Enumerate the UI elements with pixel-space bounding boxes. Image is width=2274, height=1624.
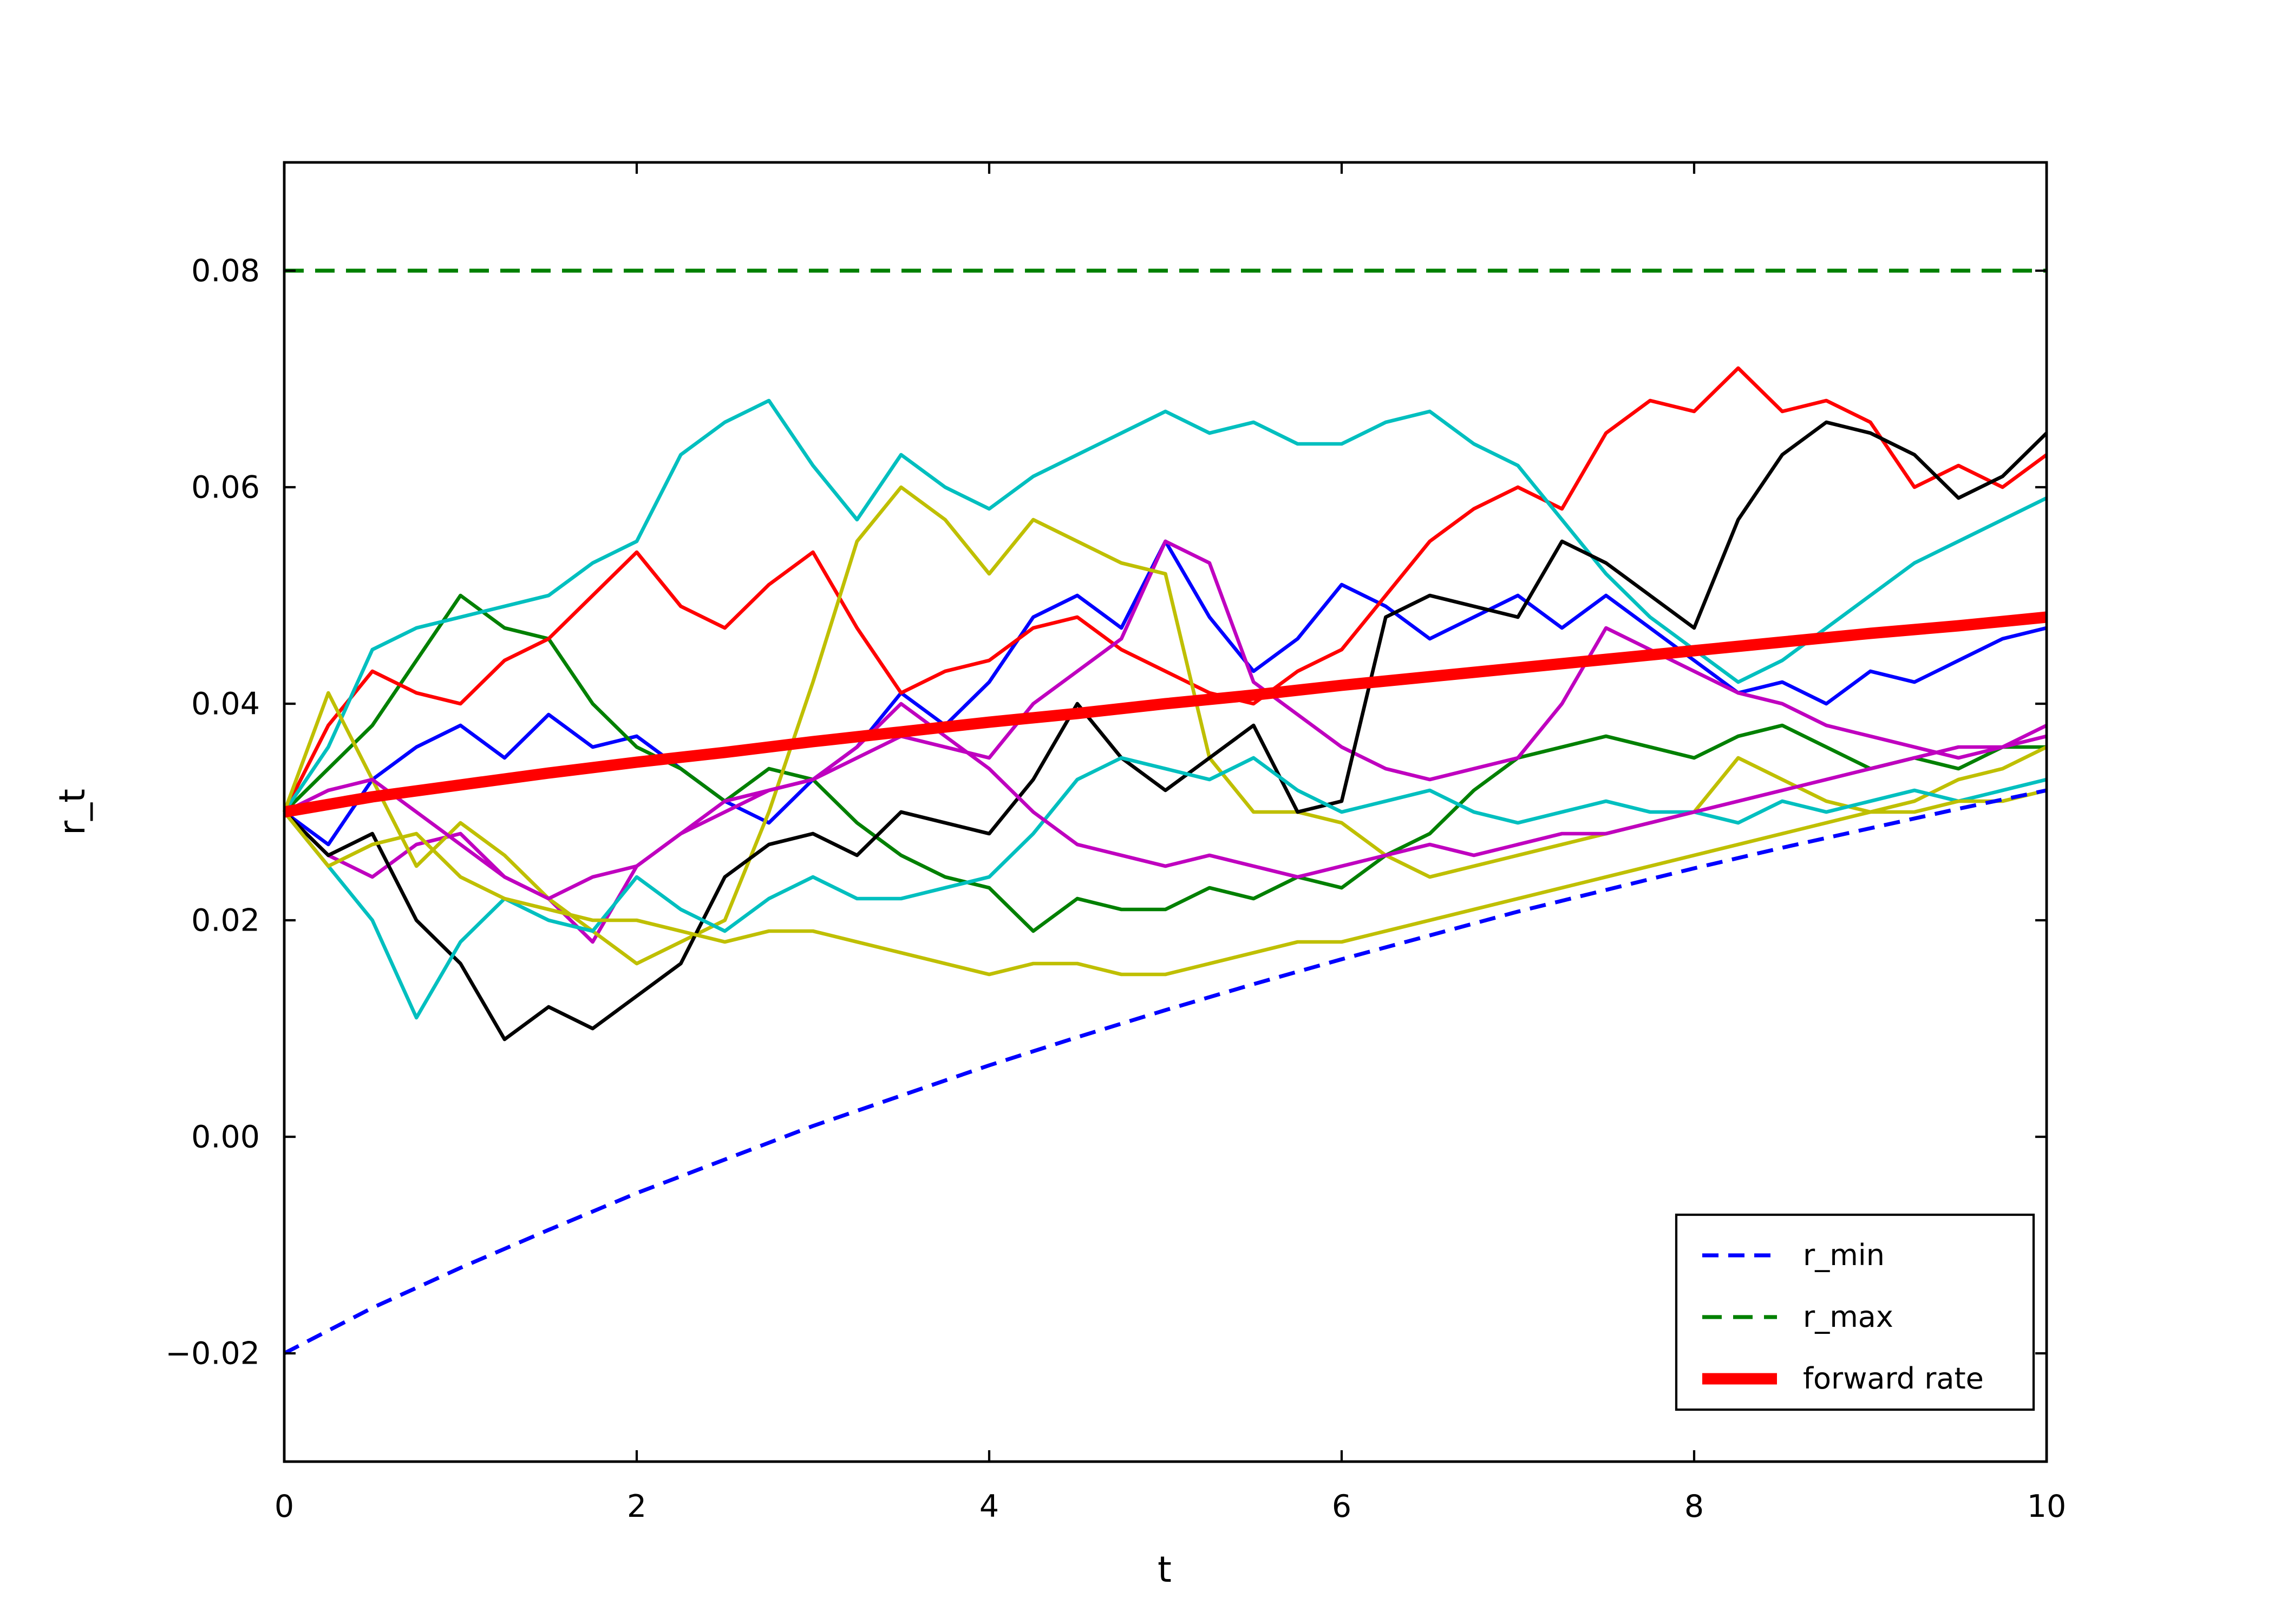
y-tick-label: 0.08 <box>191 253 260 289</box>
x-tick-label: 6 <box>1332 1489 1351 1524</box>
series-sim-path-3 <box>283 366 2048 813</box>
legend-label-r-min: r_min <box>1803 1238 1885 1272</box>
series-layer <box>282 269 2048 1355</box>
series-sim-path-1 <box>283 539 2047 847</box>
y-tick-label: 0.00 <box>191 1119 260 1155</box>
x-tick-label: 8 <box>1684 1489 1704 1524</box>
series-sim-path-9 <box>283 702 2047 901</box>
series-forward_rate <box>283 611 2048 818</box>
x-tick-label: 10 <box>2027 1489 2067 1524</box>
x-axis-label: t <box>1158 1549 1172 1590</box>
series-sim-path-4 <box>283 398 2048 813</box>
x-tick-labels: 0 2 4 6 8 10 <box>275 1489 2066 1524</box>
y-tick-labels: −0.02 0.00 0.02 0.04 0.06 0.08 <box>165 253 260 1372</box>
axes-border <box>283 161 2048 1463</box>
y-tick-label: −0.02 <box>165 1335 260 1371</box>
y-tick-label: 0.02 <box>191 903 260 939</box>
series-sim-path-8 <box>283 756 2047 1020</box>
legend: r_min r_max forward rate <box>1675 1213 2035 1411</box>
legend-label-forward-rate: forward rate <box>1803 1361 1984 1396</box>
series-sim-path-10 <box>283 788 2047 977</box>
y-tick-label: 0.06 <box>191 470 260 506</box>
x-tick-label: 4 <box>979 1489 999 1524</box>
series-sim-path-7 <box>283 420 2048 1042</box>
series-sim-path-2 <box>283 593 2047 933</box>
legend-label-r-max: r_max <box>1803 1300 1893 1334</box>
x-tick-label: 2 <box>627 1489 646 1524</box>
y-axis-label: r_t <box>51 789 93 835</box>
series-r_min <box>283 788 2047 1355</box>
series-sim-path-6 <box>282 485 2048 966</box>
series-sim-path-5 <box>283 539 2048 944</box>
x-tick-label: 0 <box>275 1489 294 1524</box>
y-tick-label: 0.04 <box>191 686 260 722</box>
ticks-layer <box>283 162 2048 1462</box>
